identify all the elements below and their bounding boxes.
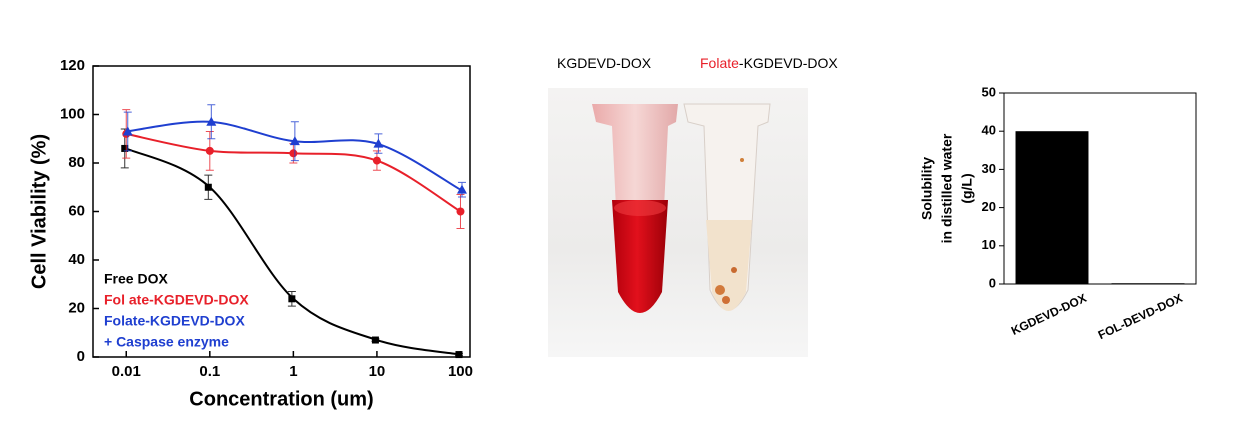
photo-label-part: Folate: [700, 55, 739, 71]
photo-label-part: -KGDEVD-DOX: [739, 55, 838, 71]
photo-label-part: KGDEVD-DOX: [557, 55, 652, 71]
y-axis-label: Solubility: [919, 157, 935, 220]
marker: [206, 116, 217, 126]
photo: [548, 88, 808, 357]
marker: [455, 351, 463, 359]
bar: [1111, 283, 1185, 285]
y-tick-label: 50: [982, 84, 996, 99]
plot-frame: [1003, 92, 1197, 285]
liquid-surface: [614, 200, 666, 216]
legend-label: Free DOX: [104, 271, 168, 287]
y-tick-label: 60: [68, 202, 85, 219]
particle: [740, 158, 744, 162]
photo-label: Folate-KGDEVD-DOX: [700, 55, 838, 71]
x-tick-label: FOL-DEVD-DOX: [1096, 291, 1185, 342]
x-axis-label: Concentration (um): [189, 388, 373, 410]
x-tick-label: 0.01: [112, 363, 141, 380]
marker: [289, 149, 298, 158]
marker: [288, 295, 296, 303]
y-tick-label: 20: [68, 299, 85, 316]
x-tick-label: 10: [369, 363, 386, 380]
marker: [456, 207, 465, 216]
photo-label: KGDEVD-DOX: [557, 55, 652, 71]
marker: [289, 136, 300, 146]
x-tick-label: KGDEVD-DOX: [1009, 291, 1089, 338]
y-axis-label: in distilled water: [939, 133, 955, 243]
y-tick-label: 20: [982, 199, 996, 214]
y-tick-label: 40: [982, 123, 996, 138]
marker: [372, 156, 381, 165]
y-tick-label: 0: [989, 275, 996, 290]
photo-background: [548, 88, 808, 357]
x-tick-label: 100: [448, 363, 473, 380]
y-axis-label: (g/L): [959, 173, 975, 203]
marker: [121, 144, 129, 152]
legend-label: + Caspase enzyme: [104, 334, 229, 350]
marker: [205, 146, 214, 155]
y-tick-label: 10: [982, 237, 996, 252]
tube-left-liquid: [612, 200, 668, 313]
particle: [715, 285, 725, 295]
y-tick-label: 80: [68, 154, 85, 171]
marker: [373, 138, 384, 148]
particle: [722, 296, 730, 304]
x-tick-label: 0.1: [199, 363, 220, 380]
legend-label: Fol ate-KGDEVD-DOX: [104, 292, 249, 308]
legend-label: Folate-KGDEVD-DOX: [104, 313, 245, 329]
marker: [456, 184, 467, 194]
y-tick-label: 0: [77, 348, 85, 365]
marker: [204, 183, 212, 191]
bar: [1015, 131, 1089, 284]
marker: [371, 336, 379, 344]
y-tick-label: 40: [68, 251, 85, 268]
y-axis-label: Cell Viability (%): [28, 134, 50, 289]
particle: [731, 267, 737, 273]
marker: [122, 126, 133, 136]
y-tick-label: 100: [60, 105, 85, 122]
y-tick-label: 120: [60, 57, 85, 74]
y-tick-label: 30: [982, 161, 996, 176]
x-tick-label: 1: [289, 363, 297, 380]
